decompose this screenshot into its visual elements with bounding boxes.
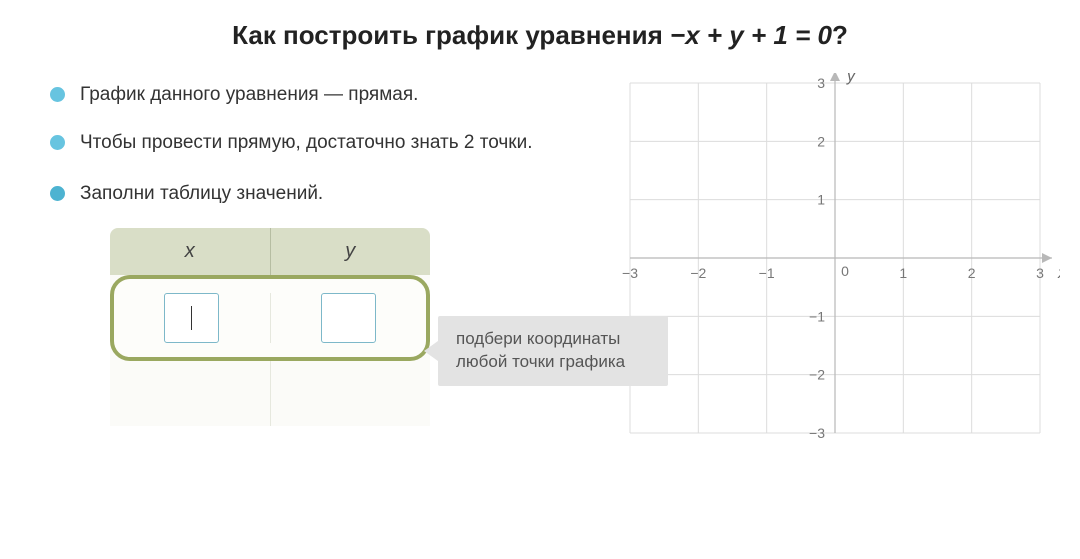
svg-text:0: 0 — [841, 263, 849, 279]
svg-text:2: 2 — [817, 133, 825, 149]
title-prefix: Как построить график уравнения — [232, 20, 670, 50]
svg-text:x: x — [1057, 265, 1060, 282]
svg-text:−2: −2 — [809, 367, 825, 383]
svg-text:y: y — [846, 73, 856, 85]
table-header: x y — [110, 228, 430, 275]
bullet-item: Чтобы провести прямую, достаточно знать … — [50, 129, 590, 157]
svg-text:−3: −3 — [622, 265, 638, 281]
text-cursor-icon — [191, 306, 192, 330]
svg-text:−2: −2 — [690, 265, 706, 281]
hint-tooltip: подбери координаты любой точки графика — [438, 316, 668, 386]
page-title: Как построить график уравнения −x + y + … — [50, 20, 1030, 51]
svg-text:1: 1 — [899, 265, 907, 281]
bullet-text: Чтобы провести прямую, достаточно знать … — [80, 129, 590, 157]
active-row-frame — [110, 275, 430, 361]
bullet-text: График данного уравнения — прямая. — [80, 81, 590, 109]
title-equation: −x + y + 1 = 0 — [670, 20, 832, 50]
svg-text:2: 2 — [968, 265, 976, 281]
title-suffix: ? — [832, 20, 848, 50]
svg-text:−3: −3 — [809, 425, 825, 441]
coordinate-grid: −3 −2 −1 0 1 2 3 1 2 3 −1 −2 −3 y x — [620, 73, 1060, 463]
svg-text:3: 3 — [1036, 265, 1044, 281]
bullet-dot-icon — [50, 87, 65, 102]
empty-row — [110, 361, 430, 426]
svg-text:−1: −1 — [759, 265, 775, 281]
bullet-item: График данного уравнения — прямая. — [50, 81, 590, 109]
hint-text: подбери координаты любой точки графика — [456, 329, 625, 371]
bullet-text: Заполни таблицу значений. — [80, 180, 590, 208]
bullet-dot-icon — [50, 186, 65, 201]
column-header-y: y — [271, 228, 431, 275]
svg-text:−1: −1 — [809, 308, 825, 324]
value-table: x y — [110, 228, 430, 426]
svg-text:1: 1 — [817, 192, 825, 208]
x-input[interactable] — [164, 293, 219, 343]
bullet-item: Заполни таблицу значений. — [50, 180, 590, 208]
bullet-dot-icon — [50, 135, 65, 150]
svg-text:3: 3 — [817, 75, 825, 91]
column-header-x: x — [110, 228, 271, 275]
y-input[interactable] — [321, 293, 376, 343]
